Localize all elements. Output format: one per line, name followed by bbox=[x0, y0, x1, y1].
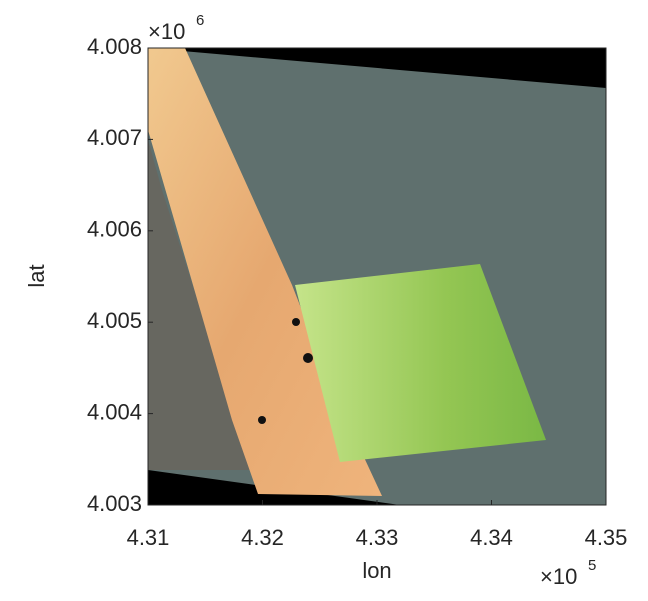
y-multiplier: ×10 bbox=[148, 19, 185, 44]
x-axis-label: lon bbox=[362, 558, 391, 583]
y-tick-label: 4.007 bbox=[87, 125, 142, 150]
chart: lon lat ×10 5 ×10 6 4.31 4.32 4.33 4.34 4.35… bbox=[0, 0, 648, 596]
x-tick-label: 4.31 bbox=[127, 525, 170, 550]
x-multiplier: ×10 bbox=[540, 564, 577, 589]
y-tick-label: 4.003 bbox=[87, 491, 142, 516]
x-tick-label: 4.35 bbox=[585, 525, 628, 550]
y-axis-label: lat bbox=[24, 264, 49, 287]
x-tick-label: 4.33 bbox=[356, 525, 399, 550]
image bbox=[148, 48, 606, 505]
y-tick-label: 4.008 bbox=[87, 34, 142, 59]
y-exponent: 6 bbox=[196, 12, 204, 29]
x-tick-label: 4.34 bbox=[470, 525, 513, 550]
y-tick-label: 4.004 bbox=[87, 399, 142, 424]
y-tick-label: 4.005 bbox=[87, 308, 142, 333]
x-tick-label: 4.32 bbox=[241, 525, 284, 550]
x-exponent: 5 bbox=[588, 557, 596, 574]
y-tick-label: 4.006 bbox=[87, 217, 142, 242]
